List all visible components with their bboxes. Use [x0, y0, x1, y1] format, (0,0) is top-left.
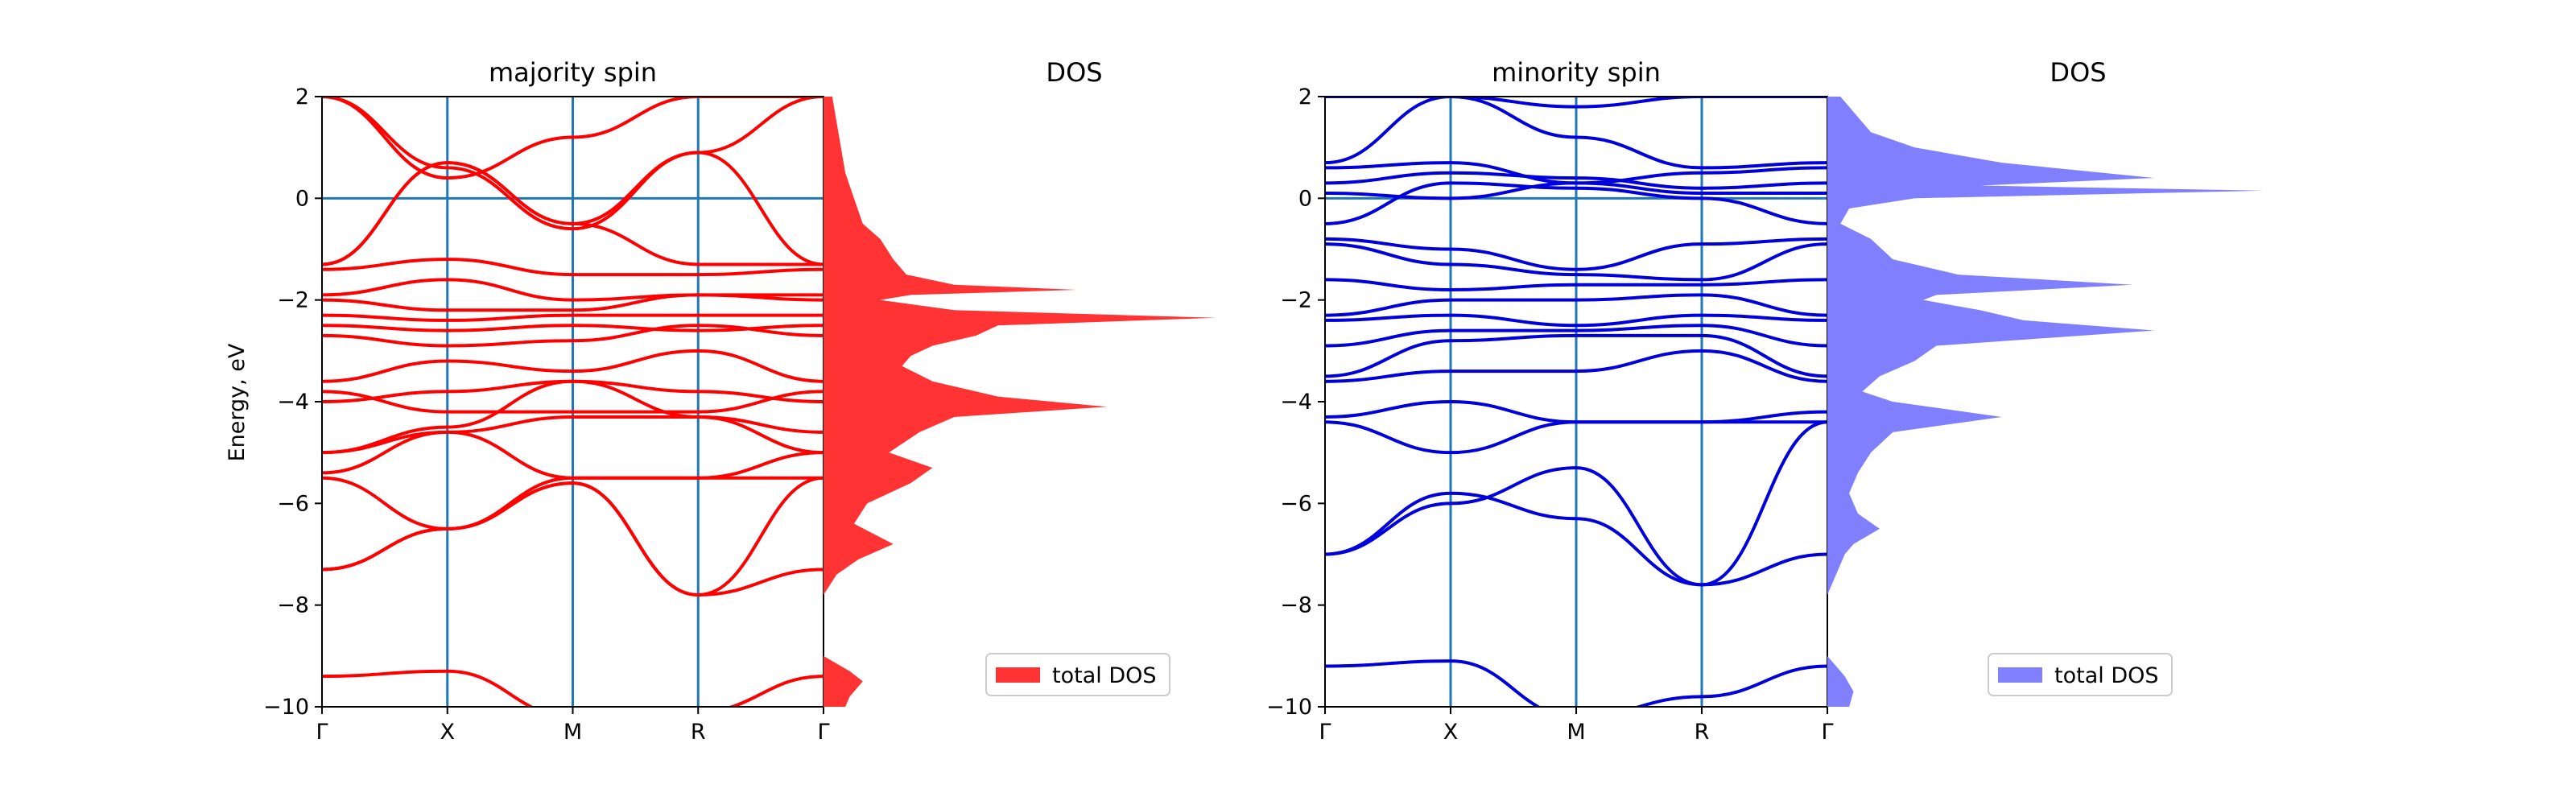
x-tick-label: X [1443, 720, 1459, 745]
legend-box [1988, 653, 2173, 696]
dos-area [1827, 97, 2264, 707]
y-tick-label: 2 [1298, 85, 1312, 109]
legend-swatch [996, 667, 1040, 683]
band-panel-title: majority spin [489, 57, 657, 88]
x-tick-label: Γ [316, 720, 328, 745]
band-line [1325, 293, 1827, 317]
band-line [1325, 171, 1827, 190]
band-line [1325, 399, 1827, 424]
panel-minority: Γ X M R Γ 2 0 −2 −4 −6 −8 −10 minority spin DOS total … [1266, 57, 2264, 745]
x-tick-label: Γ [1821, 720, 1833, 745]
x-tick-label: X [440, 720, 456, 745]
band-line [322, 390, 824, 414]
band-line [322, 278, 824, 302]
legend-label: total DOS [2054, 663, 2159, 688]
band-line [322, 258, 824, 277]
band-line [1325, 659, 1827, 707]
dos-group [824, 97, 1216, 707]
x-tick-label: Γ [1319, 720, 1331, 745]
x-tick-label: M [1567, 720, 1585, 745]
bands-group [1325, 97, 1827, 707]
legend-swatch [1998, 667, 2042, 683]
legend-label: total DOS [1052, 663, 1157, 688]
band-line [1325, 491, 1827, 587]
y-tick-label: −4 [1280, 390, 1312, 415]
band-line [322, 669, 824, 707]
y-tick-label: 0 [1298, 186, 1312, 211]
dos-legend: total DOS [1988, 653, 2173, 696]
x-tick-label: Γ [817, 720, 829, 745]
band-line [322, 151, 824, 266]
band-line [322, 324, 824, 332]
y-tick-label: −6 [1280, 491, 1312, 516]
y-tick-label: −2 [1280, 288, 1312, 313]
band-line [1325, 161, 1827, 185]
band-panel-title: minority spin [1492, 57, 1661, 88]
band-line [1325, 333, 1827, 378]
y-tick-label: −10 [1266, 695, 1312, 720]
band-line [1325, 349, 1827, 383]
band-line [1325, 313, 1827, 328]
y-tick-label: −6 [277, 491, 309, 516]
x-tick-label: R [691, 720, 706, 745]
bands-group [322, 97, 824, 707]
band-line [1325, 324, 1827, 348]
band-line [322, 430, 824, 480]
y-tick-label: −2 [277, 288, 309, 313]
band-line [1325, 237, 1827, 271]
band-line [1325, 97, 1827, 109]
band-line [322, 415, 824, 455]
dos-panel-title: DOS [1046, 57, 1102, 88]
band-line [1325, 181, 1827, 225]
x-tick-label: R [1695, 720, 1710, 745]
dos-legend: total DOS [985, 653, 1170, 696]
y-tick-label: −4 [277, 390, 309, 415]
dos-panel-title: DOS [2050, 57, 2106, 88]
y-tick-label: 2 [295, 85, 309, 109]
band-line [322, 379, 824, 403]
y-tick-label: 0 [295, 186, 309, 211]
y-axis-label: Energy, eV [225, 343, 250, 461]
band-line [322, 476, 824, 597]
y-tick-label: −10 [263, 695, 309, 720]
x-tick-label: M [564, 720, 582, 745]
band-line [322, 313, 824, 322]
band-line [322, 349, 824, 383]
y-tick-label: −8 [1280, 593, 1312, 618]
band-line [322, 97, 824, 231]
band-line [1325, 278, 1827, 292]
band-line [322, 97, 824, 180]
dos-group [1827, 97, 2264, 707]
chart-panels: Γ X M R Γ 2 0 −2 −4 −6 −8 −10 majority spin DOS total … [263, 57, 2264, 745]
band-line [1325, 97, 1827, 170]
band-line [1325, 242, 1827, 282]
dos-area [824, 97, 1216, 707]
y-tick-label: −8 [277, 593, 309, 618]
panel-majority: Γ X M R Γ 2 0 −2 −4 −6 −8 −10 majority spin DOS total … [263, 57, 1216, 745]
legend-box [985, 653, 1170, 696]
band-line [1325, 420, 1827, 587]
